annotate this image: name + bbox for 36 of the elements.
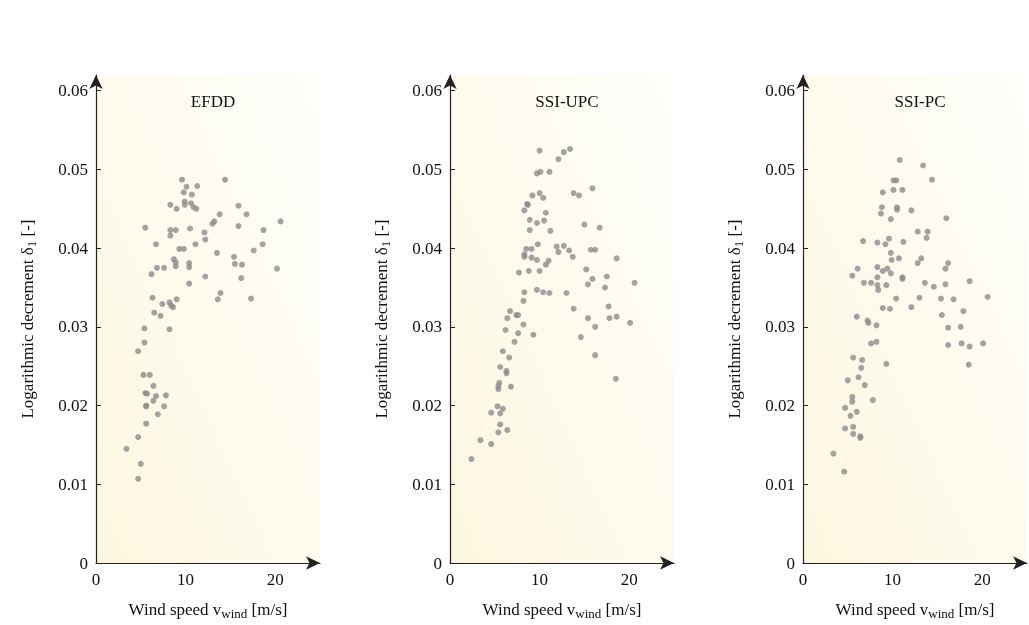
x-tick-label: 0 <box>445 570 455 589</box>
y-tick-label: 0.05 <box>412 159 442 179</box>
y-tick-label: 0.02 <box>765 396 795 416</box>
y-tick-label: 0.03 <box>765 317 795 337</box>
y-tick-label: 0.05 <box>58 159 88 179</box>
y-tick-label: 0.02 <box>412 396 442 416</box>
x-tick-label: 20 <box>266 570 284 589</box>
y-tick-label: 0.05 <box>765 159 795 179</box>
y-tick-label: 0.01 <box>765 474 795 494</box>
x-tick-label: 10 <box>531 570 549 589</box>
x-tick-label: 20 <box>973 570 991 589</box>
x-tick-label: 0 <box>91 570 101 589</box>
x-tick-label: 10 <box>884 570 902 589</box>
text: SSI-UPC <box>535 92 599 111</box>
y-tick-label: 0 <box>786 553 795 573</box>
x-tick-label: 10 <box>177 570 195 589</box>
y-axis-title: Logarithmic decrement δ1 [-] <box>18 219 39 419</box>
y-tick-label: 0.01 <box>58 474 88 494</box>
y-tick-label: 0.06 <box>765 81 795 101</box>
y-tick-label: 0.04 <box>58 238 89 258</box>
y-axis-title: Logarithmic decrement δ1 [-] <box>725 219 746 419</box>
text: EFDD <box>190 92 236 111</box>
y-tick-label: 0.02 <box>58 396 88 416</box>
y-tick-label: 0.01 <box>412 474 442 494</box>
x-tick-label: 0 <box>798 570 808 589</box>
x-tick-label: 20 <box>620 570 638 589</box>
y-tick-label: 0.06 <box>58 81 88 101</box>
text: SSI-PC <box>894 92 946 111</box>
y-axis-title: Logarithmic decrement δ1 [-] <box>372 219 393 419</box>
y-tick-label: 0.03 <box>412 317 442 337</box>
y-tick-label: 0.03 <box>58 317 88 337</box>
y-tick-label: 0.04 <box>412 238 443 258</box>
y-tick-label: 0 <box>79 553 88 573</box>
y-tick-label: 0.04 <box>765 238 796 258</box>
y-tick-label: 0.06 <box>412 81 442 101</box>
y-tick-label: 0 <box>433 553 442 573</box>
